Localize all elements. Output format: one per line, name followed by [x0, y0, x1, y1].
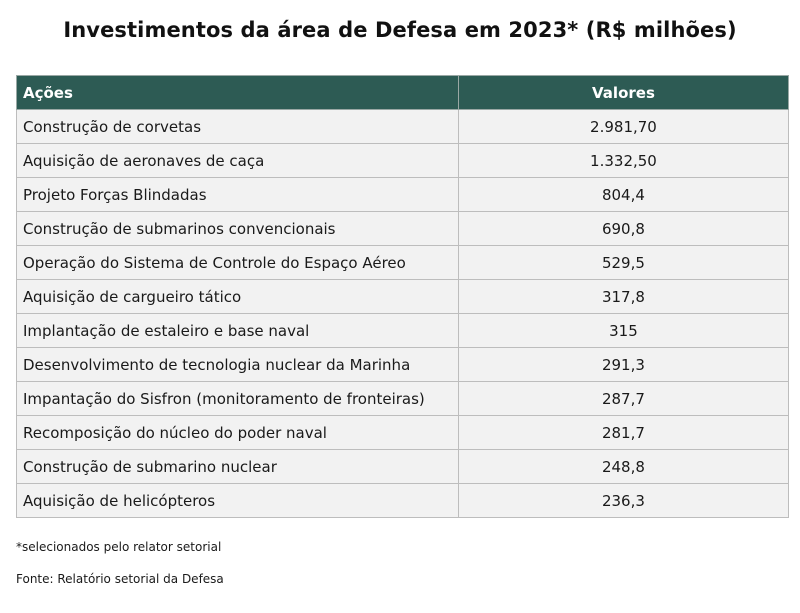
cell-valor: 287,7	[457, 381, 790, 416]
table-row: Operação do Sistema de Controle do Espaç…	[16, 245, 790, 280]
table-row: Implantação de estaleiro e base naval 315	[16, 313, 790, 348]
cell-valor: 248,8	[457, 449, 790, 484]
cell-acao: Aquisição de helicópteros	[16, 483, 459, 518]
table-row: Impantação do Sisfron (monitoramento de …	[16, 381, 790, 416]
chart-title: Investimentos da área de Defesa em 2023*…	[63, 18, 737, 42]
table-row: Aquisição de aeronaves de caça 1.332,50	[16, 143, 790, 178]
cell-valor: 281,7	[457, 415, 790, 450]
cell-acao: Recomposição do núcleo do poder naval	[16, 415, 459, 450]
column-header-acoes: Ações	[16, 75, 459, 110]
cell-acao: Construção de submarino nuclear	[16, 449, 459, 484]
table-body: Construção de corvetas 2.981,70 Aquisição …	[16, 109, 790, 518]
table-row: Recomposição do núcleo do poder naval 281…	[16, 415, 790, 450]
cell-valor: 291,3	[457, 347, 790, 382]
cell-acao: Aquisição de cargueiro tático	[16, 279, 459, 314]
table-row: Aquisição de helicópteros 236,3	[16, 483, 790, 518]
cell-acao: Desenvolvimento de tecnologia nuclear da…	[16, 347, 459, 382]
table-row: Construção de corvetas 2.981,70	[16, 109, 790, 144]
cell-valor: 690,8	[457, 211, 790, 246]
cell-valor: 236,3	[457, 483, 790, 518]
cell-valor: 2.981,70	[457, 109, 790, 144]
table-header-row: Ações Valores	[16, 75, 790, 110]
cell-valor: 529,5	[457, 245, 790, 280]
footnote: *selecionados pelo relator setorial	[16, 540, 222, 554]
column-header-valores: Valores	[457, 75, 790, 110]
cell-valor: 315	[457, 313, 790, 348]
cell-valor: 317,8	[457, 279, 790, 314]
cell-valor: 1.332,50	[457, 143, 790, 178]
table-row: Construção de submarinos convencionais 69…	[16, 211, 790, 246]
cell-acao: Construção de submarinos convencionais	[16, 211, 459, 246]
table-row: Desenvolvimento de tecnologia nuclear da…	[16, 347, 790, 382]
cell-acao: Aquisição de aeronaves de caça	[16, 143, 459, 178]
table-row: Construção de submarino nuclear 248,8	[16, 449, 790, 484]
cell-acao: Projeto Forças Blindadas	[16, 177, 459, 212]
cell-valor: 804,4	[457, 177, 790, 212]
table-row: Projeto Forças Blindadas 804,4	[16, 177, 790, 212]
source-note: Fonte: Relatório setorial da Defesa	[16, 572, 224, 586]
cell-acao: Construção de corvetas	[16, 109, 459, 144]
cell-acao: Implantação de estaleiro e base naval	[16, 313, 459, 348]
cell-acao: Operação do Sistema de Controle do Espaç…	[16, 245, 459, 280]
table-row: Aquisição de cargueiro tático 317,8	[16, 279, 790, 314]
data-table: Ações Valores Construção de corvetas 2.98…	[16, 75, 790, 518]
cell-acao: Impantação do Sisfron (monitoramento de …	[16, 381, 459, 416]
